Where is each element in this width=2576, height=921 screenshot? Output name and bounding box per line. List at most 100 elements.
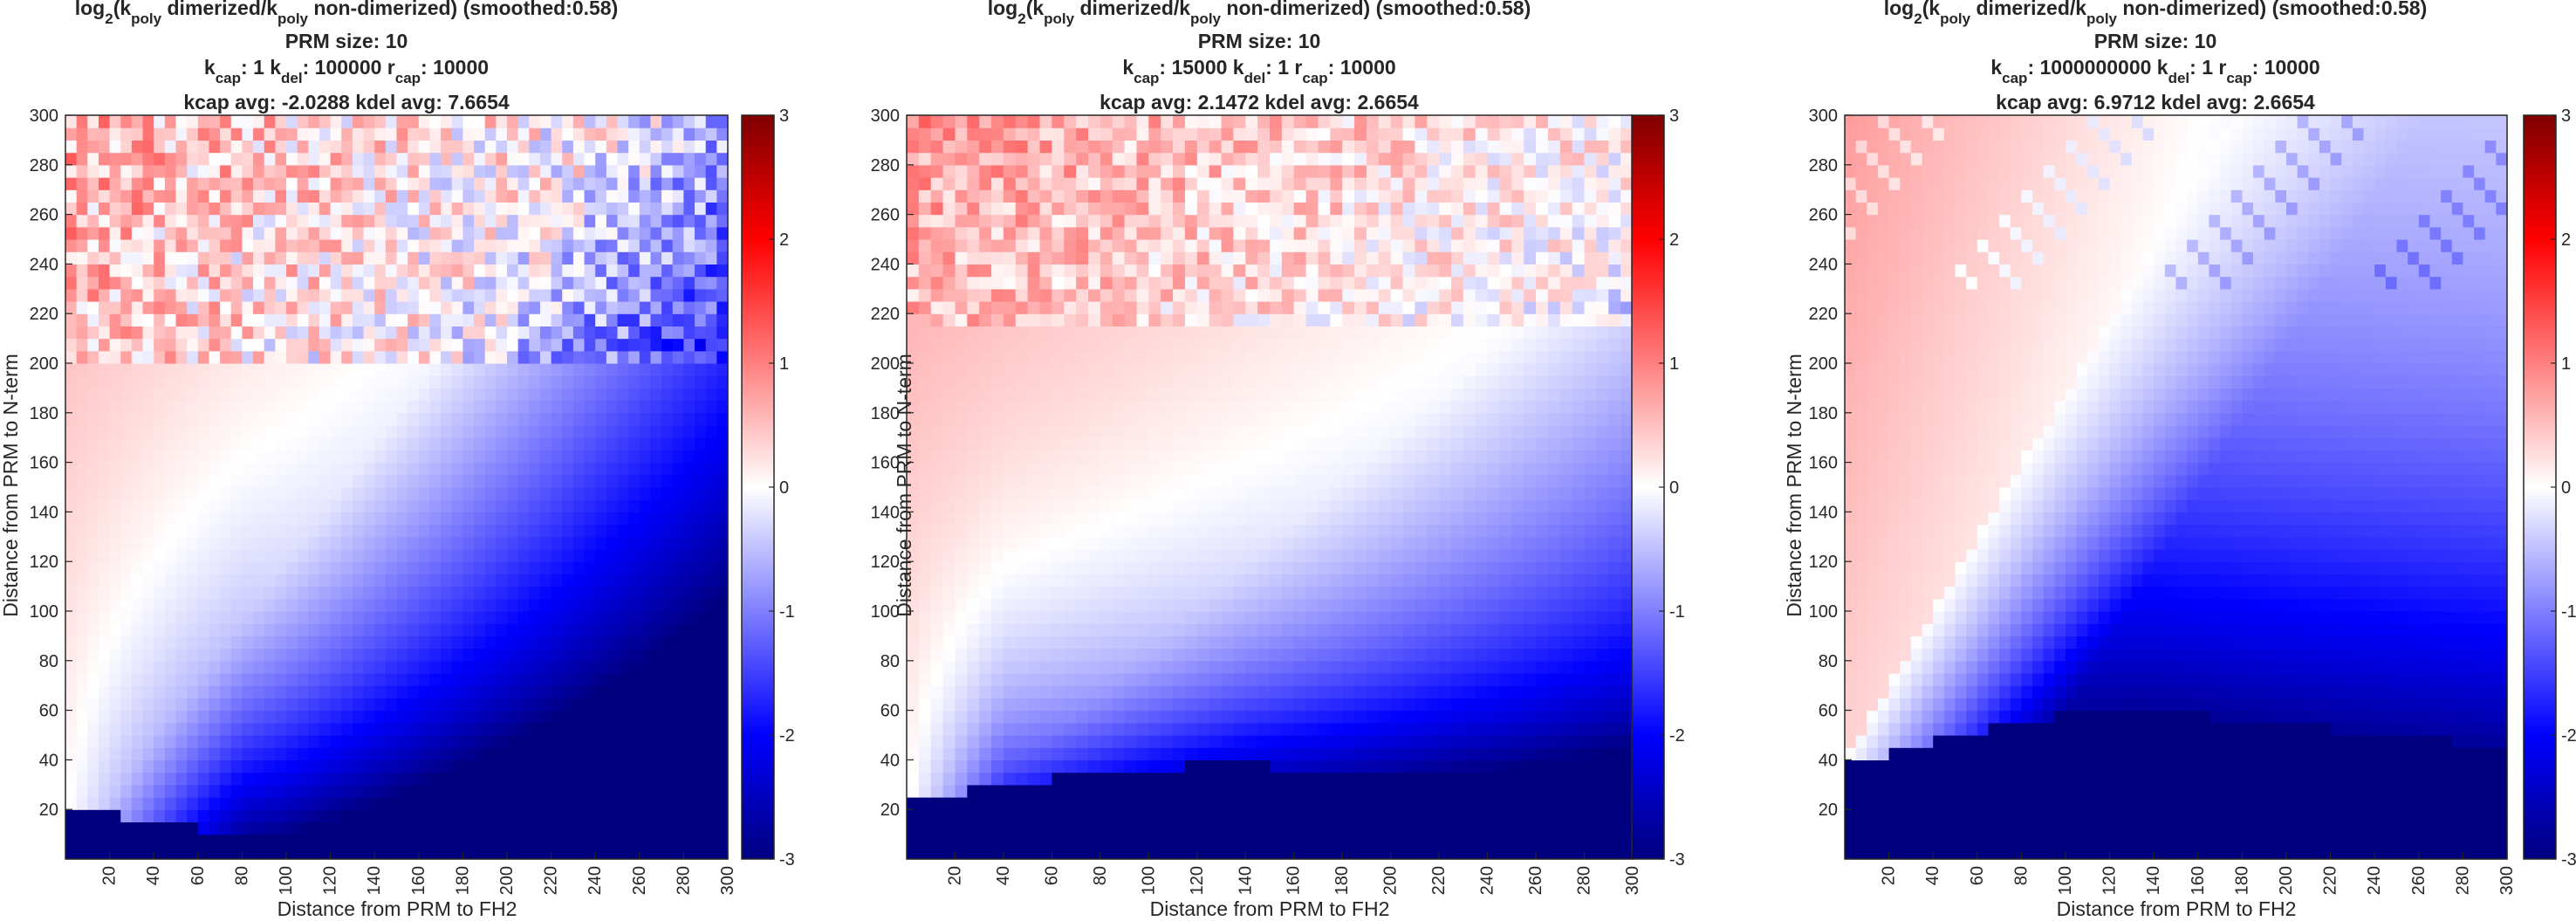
heatmap-cell [1100,685,1113,698]
heatmap-cell [462,722,475,736]
heatmap-cell [197,598,210,612]
heatmap-cell [209,301,221,314]
heatmap-cell [1378,673,1392,686]
x-tick-label: 60 [188,866,208,885]
heatmap-cell [1305,809,1319,822]
heatmap-cell [1390,648,1404,662]
heatmap-cell [98,809,111,822]
heatmap-cell [98,412,111,426]
heatmap-cell [164,363,177,376]
heatmap-cell [396,350,408,364]
heatmap-cell [1003,636,1017,650]
heatmap-cell [1330,809,1343,822]
heatmap-cell [617,425,629,438]
heatmap-cell [253,400,265,414]
heatmap-cell [175,698,188,711]
heatmap-cell [374,474,387,488]
heatmap-cell [242,313,254,326]
heatmap-cell [308,809,320,822]
heatmap-cell [308,611,320,624]
heatmap-cell [1584,611,1597,624]
heatmap-cell [142,574,154,588]
heatmap-cell [517,821,530,835]
heatmap-cell [109,140,121,154]
heatmap-cell [142,834,154,848]
heatmap-cell [474,735,486,748]
heatmap-cell [1161,685,1174,698]
heatmap-cell [87,214,99,228]
heatmap-cell [1439,673,1452,686]
heatmap-cell [672,660,684,674]
heatmap-cell [650,226,662,240]
heatmap-cell [628,821,641,835]
heatmap-cell [297,202,309,216]
heatmap-cell [87,809,99,822]
heatmap-cell [175,437,188,450]
heatmap-cell [1064,809,1077,822]
heatmap-cell [408,462,420,476]
heatmap-cell [606,177,619,190]
heatmap-cell [197,660,210,674]
heatmap-cell [330,586,342,600]
heatmap-cell [418,598,431,612]
heatmap-cell [352,499,365,512]
heatmap-cell [606,450,619,464]
heatmap-cell [628,586,641,600]
heatmap-cell [1076,772,1089,786]
heatmap-cell [142,487,154,500]
heatmap-cell [462,759,475,773]
heatmap-cell [109,437,121,450]
heatmap-cell [1076,784,1089,798]
heatmap-cell [1039,759,1052,773]
heatmap-cell [661,549,674,562]
heatmap-cell [1584,710,1597,724]
heatmap-cell [209,226,221,240]
heatmap-cell [220,338,232,352]
heatmap-cell [1124,623,1138,636]
heatmap-cell [507,226,519,240]
heatmap-cell [551,784,563,798]
heatmap-cell [562,598,574,612]
heatmap-cell [363,412,375,426]
heatmap-cell [1221,660,1234,674]
heatmap-cell [275,140,287,154]
heatmap-cell [979,623,992,636]
heatmap-cell [441,425,453,438]
heatmap-cell [1511,598,1524,612]
heatmap-cell [341,177,353,190]
heatmap-cell [650,437,662,450]
heatmap-cell [496,685,508,698]
heatmap-cell [1015,784,1029,798]
heatmap-cell [562,251,574,265]
heatmap-cell [462,821,475,835]
heatmap-cell [562,239,574,252]
heatmap-cell [1015,722,1029,736]
heatmap-cell [529,313,541,326]
heatmap-cell [695,598,707,612]
heatmap-cell [683,140,695,154]
heatmap-cell [209,388,221,402]
heatmap-cell [408,846,420,860]
heatmap-cell [441,350,453,364]
heatmap-cell [639,512,652,526]
heatmap-cell [942,797,956,810]
heatmap-cell [154,809,166,822]
heatmap-cell [584,722,596,736]
heatmap-cell [330,636,342,650]
heatmap-cell [341,797,353,810]
heatmap-cell [907,660,920,674]
heatmap-cell [98,462,111,476]
heatmap-cell [297,722,309,736]
heatmap-cell [120,425,133,438]
heatmap-cell [242,574,254,588]
heatmap-cell [1064,623,1077,636]
heatmap-cell [319,735,332,748]
heatmap-cell [584,412,596,426]
heatmap-cell [672,536,684,550]
heatmap-cell [187,586,199,600]
heatmap-cell [628,400,641,414]
heatmap-cell [1524,611,1537,624]
heatmap-cell [584,821,596,835]
heatmap-cell [330,388,342,402]
heatmap-cell [672,648,684,662]
